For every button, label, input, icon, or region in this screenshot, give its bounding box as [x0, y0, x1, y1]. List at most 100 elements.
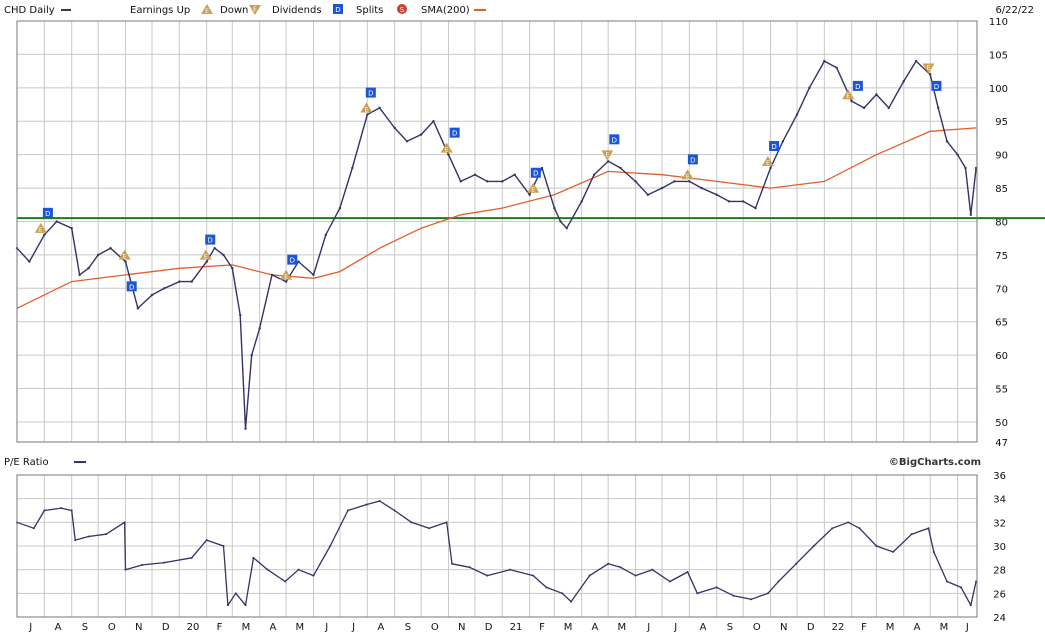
- price-point: [213, 247, 216, 250]
- pe-point: [588, 574, 591, 577]
- price-point: [969, 213, 973, 216]
- price-point: [769, 166, 772, 170]
- svg-text:D: D: [208, 237, 213, 245]
- pe-point: [619, 566, 622, 569]
- price-y-tick: 60: [995, 351, 1008, 362]
- pe-point: [365, 503, 368, 506]
- pe-point: [910, 533, 913, 536]
- svg-text:D: D: [771, 143, 776, 151]
- pe-y-tick: 36: [993, 471, 1006, 482]
- pe-point: [561, 592, 564, 595]
- x-tick-label: 22: [832, 622, 845, 633]
- dividend-marker: D: [287, 254, 298, 265]
- price-point: [244, 427, 247, 430]
- price-point: [297, 260, 300, 263]
- x-tick-label: S: [405, 622, 411, 633]
- price-point: [964, 166, 967, 170]
- x-tick-label: D: [807, 622, 815, 633]
- pe-point: [847, 521, 850, 524]
- pe-point: [105, 533, 108, 536]
- pe-point: [831, 527, 834, 530]
- x-tick-label: F: [217, 622, 223, 633]
- svg-text:D: D: [129, 283, 134, 291]
- pe-point: [777, 580, 780, 583]
- pe-point: [32, 527, 35, 530]
- pe-point: [927, 527, 930, 530]
- svg-text:E: E: [39, 227, 43, 234]
- price-point: [634, 180, 637, 183]
- earnings-up-marker: E: [34, 222, 47, 234]
- pe-point: [715, 586, 718, 589]
- price-point: [673, 180, 676, 183]
- pe-point: [607, 562, 610, 565]
- price-point: [795, 113, 799, 116]
- price-point: [528, 193, 531, 196]
- price-y-tick: 70: [995, 284, 1008, 295]
- down-label: Down: [220, 5, 248, 16]
- pe-point: [141, 563, 144, 566]
- price-point: [540, 166, 544, 170]
- pe-point: [87, 535, 90, 538]
- price-point: [178, 280, 181, 283]
- price-point: [205, 260, 208, 263]
- price-point: [231, 267, 234, 270]
- sma-label: SMA(200): [421, 5, 470, 16]
- pe-point: [252, 556, 255, 559]
- x-tick-label: D: [485, 622, 493, 633]
- price-point: [150, 293, 154, 297]
- pe-point: [70, 509, 73, 512]
- price-point: [258, 327, 261, 330]
- x-tick-label: J: [324, 622, 328, 633]
- price-point: [419, 133, 423, 136]
- pe-point: [124, 568, 127, 571]
- price-point: [781, 140, 785, 143]
- pe-point: [686, 571, 689, 574]
- pe-panel-frame: [16, 474, 978, 618]
- x-tick-label: M: [940, 622, 949, 633]
- pe-point: [329, 545, 332, 547]
- dividend-marker: D: [687, 154, 698, 165]
- pe-point: [297, 568, 300, 571]
- pe-y-tick: 34: [993, 495, 1006, 506]
- price-point: [862, 106, 866, 110]
- earnings-up-icon: E: [201, 4, 213, 15]
- pe-point: [234, 592, 237, 595]
- x-tick-label: O: [108, 622, 116, 633]
- symbol-label: CHD Daily: [4, 5, 55, 16]
- svg-text:E: E: [204, 254, 208, 261]
- pe-y-tick: 26: [993, 589, 1006, 600]
- price-point: [902, 79, 905, 83]
- pe-point: [205, 539, 208, 542]
- pe-point: [634, 574, 637, 577]
- price-y-tick: 47: [995, 438, 1008, 449]
- pe-point: [445, 521, 448, 524]
- price-point: [956, 153, 959, 156]
- price-point: [823, 59, 826, 63]
- x-tick-label: N: [458, 622, 465, 633]
- price-y-tick: 80: [995, 217, 1008, 228]
- svg-text:E: E: [605, 151, 609, 158]
- dividend-marker: D: [449, 127, 460, 138]
- x-tick-label: M: [886, 622, 895, 633]
- price-y-tick: 85: [995, 184, 1008, 195]
- svg-text:E: E: [846, 93, 850, 100]
- pe-point: [509, 568, 512, 571]
- dividend-marker: D: [42, 207, 53, 218]
- price-y-tick: 65: [995, 318, 1008, 329]
- pe-point: [410, 521, 413, 524]
- price-point: [432, 120, 435, 123]
- pe-y-tick: 28: [993, 566, 1006, 577]
- pe-point: [570, 600, 573, 603]
- svg-text:E: E: [365, 107, 369, 114]
- price-line: [16, 60, 977, 430]
- pe-point: [960, 586, 963, 589]
- svg-text:D: D: [452, 130, 457, 138]
- dividend-marker: D: [609, 134, 620, 145]
- pe-point: [163, 561, 166, 564]
- x-tick-label: M: [564, 622, 573, 633]
- price-point: [727, 200, 731, 203]
- pe-point: [812, 545, 815, 547]
- svg-text:S: S: [400, 6, 405, 14]
